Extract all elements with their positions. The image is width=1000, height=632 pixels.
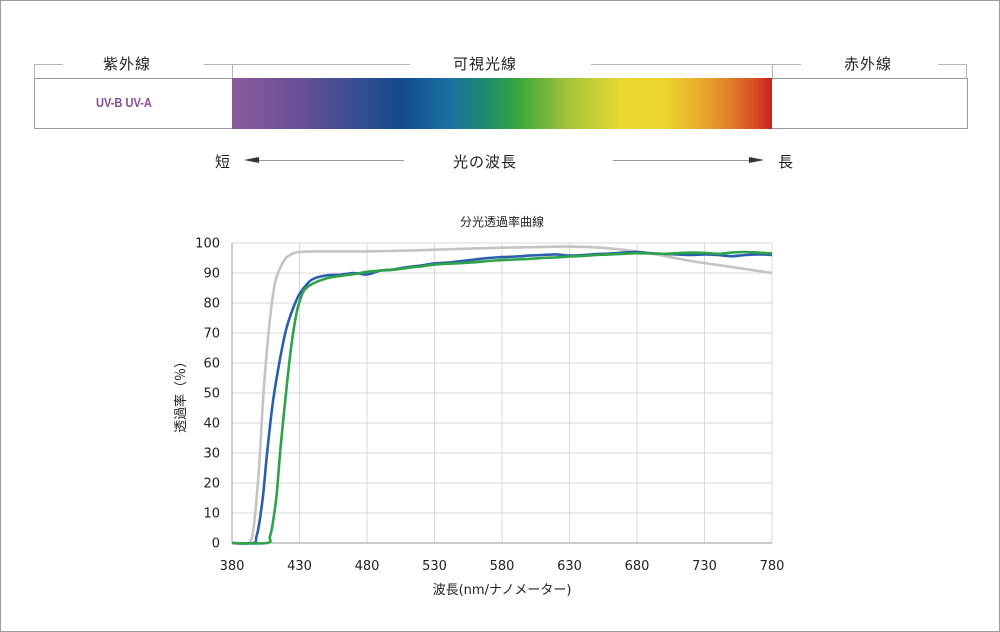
ir-bracket-tick: [966, 64, 967, 78]
x-axis-label: 波長(nm/ナノメーター): [433, 583, 572, 598]
x-tick-label: 480: [355, 559, 380, 574]
arrow-right-shaft: [613, 160, 749, 161]
y-tick-label: 60: [203, 357, 220, 372]
y-tick-label: 50: [203, 387, 220, 402]
visible-region-label: 可視光線: [453, 55, 518, 73]
ir-region-label: 赤外線: [844, 55, 893, 73]
arrow-right-head: [749, 157, 764, 163]
uv-bracket-line-left: [34, 64, 63, 65]
long-label: 長: [778, 153, 794, 171]
visible-spectrum-gradient: [232, 78, 772, 129]
x-tick-label: 430: [287, 559, 312, 574]
visible-bracket-line-left: [232, 64, 410, 65]
series-line-1: [231, 245, 773, 546]
x-tick-label: 380: [220, 559, 245, 574]
arrow-left-head: [244, 157, 259, 163]
x-tick-label: 630: [557, 559, 582, 574]
ir-bracket-line-left: [772, 64, 801, 65]
x-tick-label: 730: [692, 559, 717, 574]
visible-bracket-tick-right: [772, 64, 773, 78]
x-tick-label: 680: [625, 559, 650, 574]
y-tick-label: 70: [203, 327, 220, 342]
uv-bracket-line-right: [204, 64, 232, 65]
y-tick-label: 100: [195, 237, 220, 252]
axes: 0 10 20 30 40 50 60 70 80 90 100 380 430 480 530 580 630…: [195, 237, 784, 575]
uv-types-label: UV-B UV-A: [96, 95, 152, 110]
y-tick-label: 40: [203, 417, 220, 432]
visible-bracket-line-right: [591, 64, 772, 65]
y-axis-label: 透過率（％）: [173, 355, 189, 433]
x-tick-label: 530: [422, 559, 447, 574]
arrow-left-shaft: [259, 160, 404, 161]
y-tick-label: 90: [203, 267, 220, 282]
wavelength-label: 光の波長: [453, 153, 518, 171]
chart-title: 分光透過率曲線: [460, 214, 544, 229]
visible-bracket-tick-left: [232, 64, 233, 78]
ir-bracket-line-right: [938, 64, 966, 65]
y-tick-label: 80: [203, 297, 220, 312]
uv-bracket-tick: [34, 64, 35, 78]
x-tick-label: 780: [760, 559, 785, 574]
series-layer: [231, 245, 773, 546]
y-tick-label: 0: [212, 537, 220, 552]
grid: [231, 242, 773, 544]
y-tick-label: 20: [203, 477, 220, 492]
series-line-3: [231, 250, 773, 545]
y-tick-label: 10: [203, 507, 220, 522]
y-tick-label: 30: [203, 447, 220, 462]
uv-region-label: 紫外線: [103, 55, 152, 73]
short-label: 短: [215, 153, 231, 171]
x-tick-label: 580: [490, 559, 515, 574]
